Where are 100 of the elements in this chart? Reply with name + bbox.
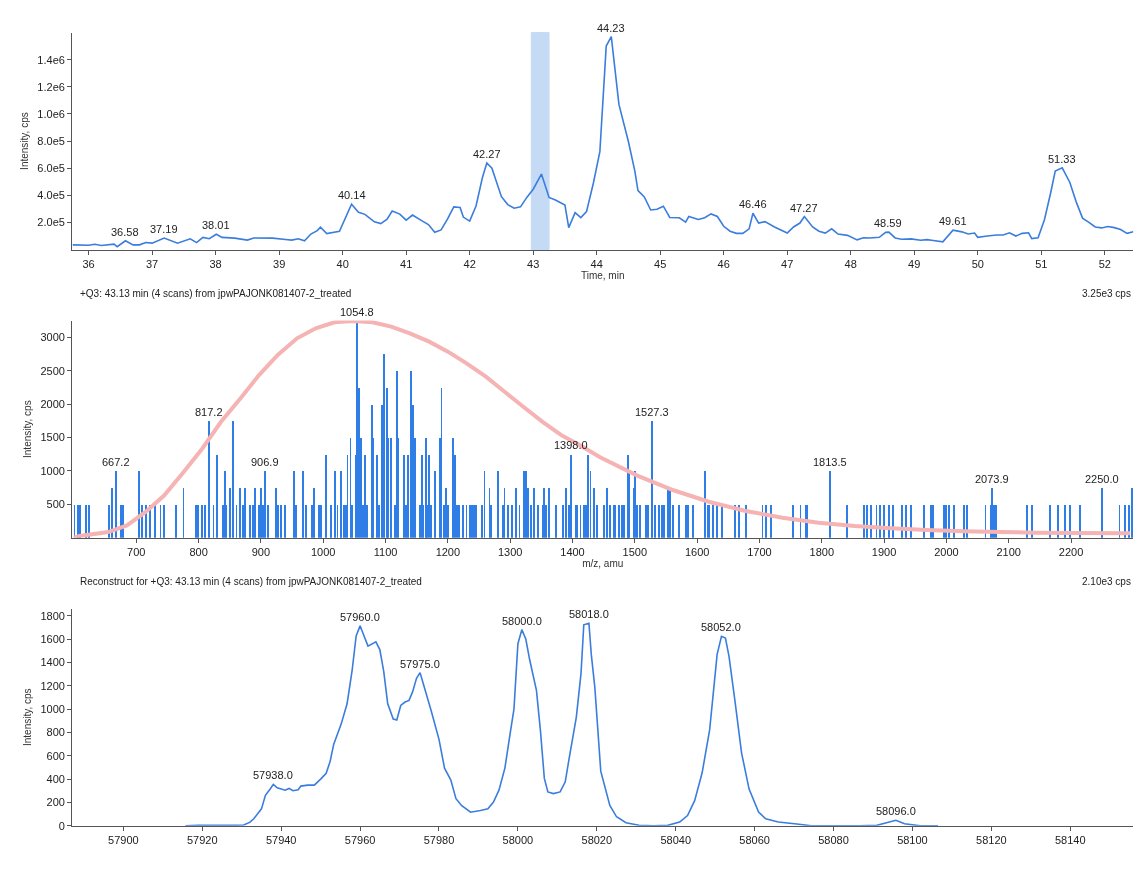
y-tick-label: 1000 xyxy=(40,702,65,715)
x-tick-label: 700 xyxy=(127,545,146,558)
x-tick-label: 2000 xyxy=(934,545,959,558)
x-tick-label: 58140 xyxy=(1054,833,1086,846)
x-tick-label: 38 xyxy=(209,257,222,270)
x-tick-label: 57960 xyxy=(344,833,376,846)
x-tick-label: 44 xyxy=(590,257,603,270)
annotation: 58052.0 xyxy=(701,621,741,633)
x-tick-label: 1600 xyxy=(684,545,710,558)
x-tick-label: 51 xyxy=(1035,257,1048,270)
annotation: 49.61 xyxy=(939,215,967,227)
annotation: 667.2 xyxy=(102,456,130,468)
x-tick-label: 45 xyxy=(654,257,667,270)
annotation: 47.27 xyxy=(790,202,818,214)
x-tick-label: 40 xyxy=(336,257,349,270)
x-tick-label: 1900 xyxy=(871,545,897,558)
annotation: 37.19 xyxy=(150,223,178,235)
x-tick-label: 1800 xyxy=(809,545,835,558)
x-tick-label: 46 xyxy=(717,257,730,270)
annotation: 38.01 xyxy=(202,219,230,231)
x-tick-label: 43 xyxy=(527,257,540,270)
x-tick-label: 58080 xyxy=(818,833,849,846)
x-tick-label: 37 xyxy=(145,257,159,270)
x-tick-label: 1700 xyxy=(747,545,772,558)
y-tick-label: 1200 xyxy=(40,679,65,692)
y-tick-label: 1.0e6 xyxy=(37,107,65,120)
x-tick-label: 47 xyxy=(781,257,794,270)
y-axis-title: Intensity, cps xyxy=(22,400,34,458)
x-tick-label: 1100 xyxy=(373,545,398,558)
chart-title: Reconstruct for +Q3: 43.13 min (4 scans) from jpwPAJONK081407-2_treated xyxy=(80,576,422,587)
y-axis-title: Intensity, cps xyxy=(22,688,34,747)
x-tick-label: 57920 xyxy=(186,833,218,846)
x-tick-label: 1300 xyxy=(497,545,523,558)
y-tick-label: 1000 xyxy=(40,464,65,477)
y-tick-label: 2000 xyxy=(40,397,65,410)
annotation: 58096.0 xyxy=(876,805,916,817)
y-tick-label: 600 xyxy=(46,749,65,762)
x-tick-label: 58040 xyxy=(660,833,692,846)
chart-title: +Q3: 43.13 min (4 scans) from jpwPAJONK081407-2_treated xyxy=(80,288,352,299)
x-tick-label: 800 xyxy=(189,545,208,558)
x-tick-label: 58120 xyxy=(976,833,1007,846)
annotation: 1054.8 xyxy=(340,306,374,318)
x-tick-label: 900 xyxy=(251,545,271,558)
x-tick-label: 58000 xyxy=(502,833,534,846)
x-axis-title: Time, min xyxy=(580,269,625,281)
annotation: 57960.0 xyxy=(340,611,380,623)
annotation: 1398.0 xyxy=(554,439,588,451)
annotation: 36.58 xyxy=(111,226,139,238)
y-tick-label: 400 xyxy=(46,772,65,785)
x-tick-label: 1200 xyxy=(435,545,461,558)
x-tick-label: 36 xyxy=(82,257,95,270)
annotation: 817.2 xyxy=(195,406,223,418)
annotation: 46.46 xyxy=(739,198,767,210)
annotation: 40.14 xyxy=(338,189,366,201)
text: 3.25e3 cps xyxy=(1082,288,1131,299)
x-tick-label: 1400 xyxy=(560,545,585,558)
x-tick-label: 41 xyxy=(400,257,413,270)
annotation: 44.23 xyxy=(597,22,625,34)
annotation: 58000.0 xyxy=(502,615,542,627)
y-tick-label: 500 xyxy=(46,498,65,511)
y-tick-label: 2500 xyxy=(40,364,65,377)
y-tick-label: 800 xyxy=(46,726,65,739)
y-tick-label: 1600 xyxy=(40,632,65,645)
x-axis-title: m/z, amu xyxy=(582,557,624,569)
y-tick-label: 4.0e5 xyxy=(37,189,65,202)
annotation: 57975.0 xyxy=(400,658,440,670)
y-tick-label: 8.0e5 xyxy=(37,134,65,147)
y-tick-label: 6.0e5 xyxy=(37,162,65,175)
x-tick-label: 57980 xyxy=(423,833,455,846)
annotation: 57938.0 xyxy=(253,769,293,781)
annotation: 48.59 xyxy=(874,217,902,229)
x-tick-label: 2200 xyxy=(1058,545,1084,558)
x-tick-label: 52 xyxy=(1098,257,1111,270)
annotation: 906.9 xyxy=(251,456,279,468)
x-tick-label: 57900 xyxy=(108,833,139,846)
y-axis-title: Intensity, cps xyxy=(19,112,31,170)
annotation: 42.27 xyxy=(473,148,501,160)
y-tick-label: 1400 xyxy=(40,656,65,669)
y-tick-label: 2.0e5 xyxy=(37,216,65,229)
x-tick-label: 39 xyxy=(273,257,286,270)
y-tick-label: 1.2e6 xyxy=(37,80,65,93)
x-tick-label: 1500 xyxy=(622,545,648,558)
annotation: 1813.5 xyxy=(813,456,847,468)
y-tick-label: 1.4e6 xyxy=(37,53,65,66)
x-tick-label: 48 xyxy=(844,257,857,270)
annotation: 1527.3 xyxy=(635,406,669,418)
y-tick-label: 200 xyxy=(46,796,65,809)
annotation: 2073.9 xyxy=(975,473,1009,485)
annotation: 2250.0 xyxy=(1085,473,1119,485)
annotation: 51.33 xyxy=(1048,153,1076,165)
y-tick-label: 3000 xyxy=(40,331,65,344)
x-tick-label: 57940 xyxy=(265,833,297,846)
annotation: 58018.0 xyxy=(569,608,609,620)
y-tick-label: 1500 xyxy=(40,431,65,444)
x-tick-label: 58100 xyxy=(897,833,928,846)
y-tick-label: 0 xyxy=(58,819,65,832)
x-tick-label: 58020 xyxy=(581,833,613,846)
x-tick-label: 1000 xyxy=(310,545,336,558)
text: 2.10e3 cps xyxy=(1082,576,1131,587)
y-tick-label: 1800 xyxy=(40,609,65,622)
